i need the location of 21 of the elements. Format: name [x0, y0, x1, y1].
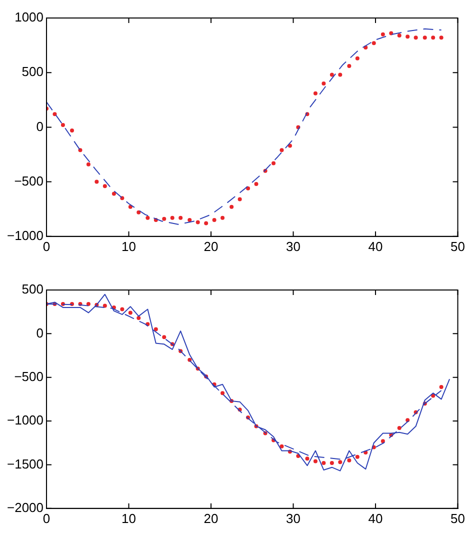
x-tick-label: 30 [286, 510, 300, 526]
x-tick-label: 30 [286, 238, 300, 254]
x-tick-label: 40 [368, 510, 383, 526]
y-tick-label: 1000 [14, 10, 44, 25]
x-tick-label: 20 [204, 238, 218, 254]
y-tick-label: −500 [14, 173, 44, 188]
x-tick-label: 40 [368, 238, 383, 254]
x-tick-label: 10 [122, 510, 136, 526]
x-tick-label: 10 [122, 238, 136, 254]
y-tick-label: 0 [36, 118, 44, 134]
y-tick-label: −500 [14, 368, 44, 384]
x-tick-label: 50 [450, 238, 466, 254]
y-tick-label: −1000 [6, 412, 44, 428]
y-tick-label: 500 [22, 64, 44, 80]
y-tick-label: 500 [22, 282, 44, 297]
x-tick-label: 50 [450, 510, 466, 526]
y-tick-label: −1000 [6, 228, 44, 243]
y-tick-label: −2000 [6, 500, 44, 515]
x-tick-label: 20 [204, 510, 218, 526]
y-tick-label: −1500 [6, 456, 44, 472]
y-tick-label: 0 [36, 325, 44, 340]
